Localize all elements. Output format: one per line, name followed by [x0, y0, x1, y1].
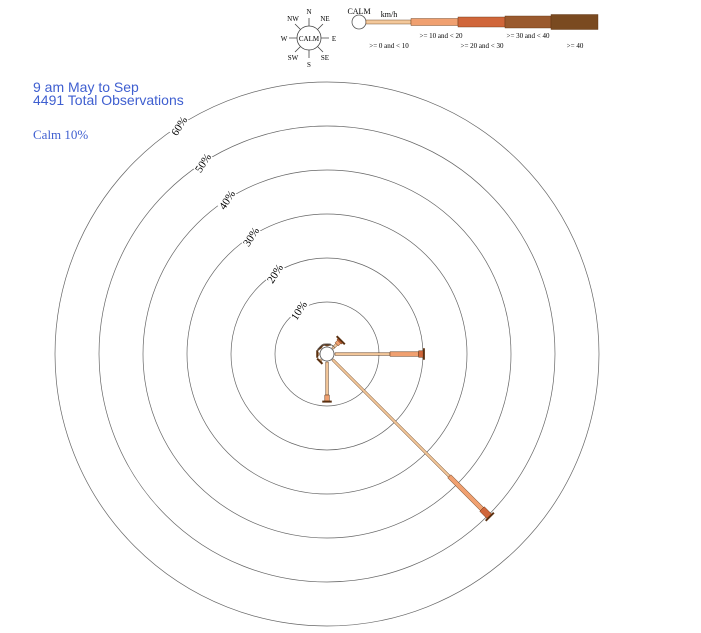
- wind-bars: [316, 335, 495, 522]
- legend-label-5: >= 40: [567, 42, 584, 50]
- ring-label-50: 50%: [193, 152, 214, 175]
- bar-ne: [331, 335, 346, 350]
- legend-swatch-1: [365, 19, 412, 25]
- compass-se: SE: [321, 54, 329, 62]
- bar-sw: [316, 357, 324, 365]
- legend-calm-label: CALM: [347, 7, 370, 16]
- ring-40: [142, 169, 512, 539]
- bar-e-seg-2: [389, 351, 419, 357]
- compass-calm-circle: [296, 25, 322, 51]
- bar-sw-cap: [316, 357, 324, 365]
- legend-label-2: >= 10 and < 20: [420, 32, 463, 40]
- compass-n: N: [306, 8, 311, 16]
- ring-label-60: 60%: [169, 115, 190, 138]
- bar-s-seg-1: [325, 361, 329, 396]
- legend-label-3: >= 20 and < 30: [461, 42, 504, 50]
- legend-label-1: >= 0 and < 10: [369, 42, 409, 50]
- bar-e: [334, 348, 425, 360]
- compass-e: E: [332, 35, 336, 43]
- calm-percent-label: Calm 10%: [33, 127, 88, 142]
- bar-se-seg-2: [447, 474, 484, 511]
- bar-n: [323, 343, 331, 347]
- speed-legend: CALM km/h >= 0 and < 10 >= 10 and < 20 >= …: [347, 7, 599, 50]
- legend-swatch-4: [504, 15, 552, 29]
- compass-w: W: [281, 35, 288, 43]
- calm-arc: [317, 343, 336, 351]
- compass-s: S: [307, 61, 311, 69]
- legend-label-4: >= 30 and < 40: [507, 32, 550, 40]
- bar-w: [316, 350, 320, 358]
- ring-30: [186, 213, 468, 495]
- ring-label-40: 40%: [217, 189, 238, 212]
- compass-center-label: CALM: [299, 35, 320, 43]
- chart-subtitle: 4491 Total Observations: [33, 92, 184, 108]
- bar-se-seg-1: [331, 358, 451, 478]
- bar-se: [331, 358, 495, 522]
- legend-swatch-5: [550, 14, 599, 30]
- legend-calm-circle: [351, 14, 367, 30]
- compass-nw: NW: [287, 15, 299, 23]
- ring-label-20: 20%: [265, 262, 286, 285]
- ring-label-30: 30%: [241, 225, 262, 248]
- calm-circle: [319, 346, 335, 362]
- legend-unit: km/h: [381, 10, 397, 19]
- compass-key: CALM N NE E SE S SW W NW: [281, 8, 336, 69]
- bar-e-seg-1: [334, 352, 391, 356]
- bar-s: [322, 361, 332, 403]
- bar-ne-cap: [335, 335, 346, 346]
- legend-swatch-2: [410, 18, 459, 26]
- ring-50: [98, 125, 556, 583]
- ring-60: [54, 81, 600, 627]
- ring-label-10: 10%: [289, 299, 310, 322]
- bar-se-cap: [485, 512, 495, 522]
- legend-swatch-3: [457, 16, 506, 28]
- chart-title: 9 am May to Sep: [33, 79, 139, 95]
- compass-sw: SW: [288, 54, 299, 62]
- compass-ne: NE: [320, 15, 329, 23]
